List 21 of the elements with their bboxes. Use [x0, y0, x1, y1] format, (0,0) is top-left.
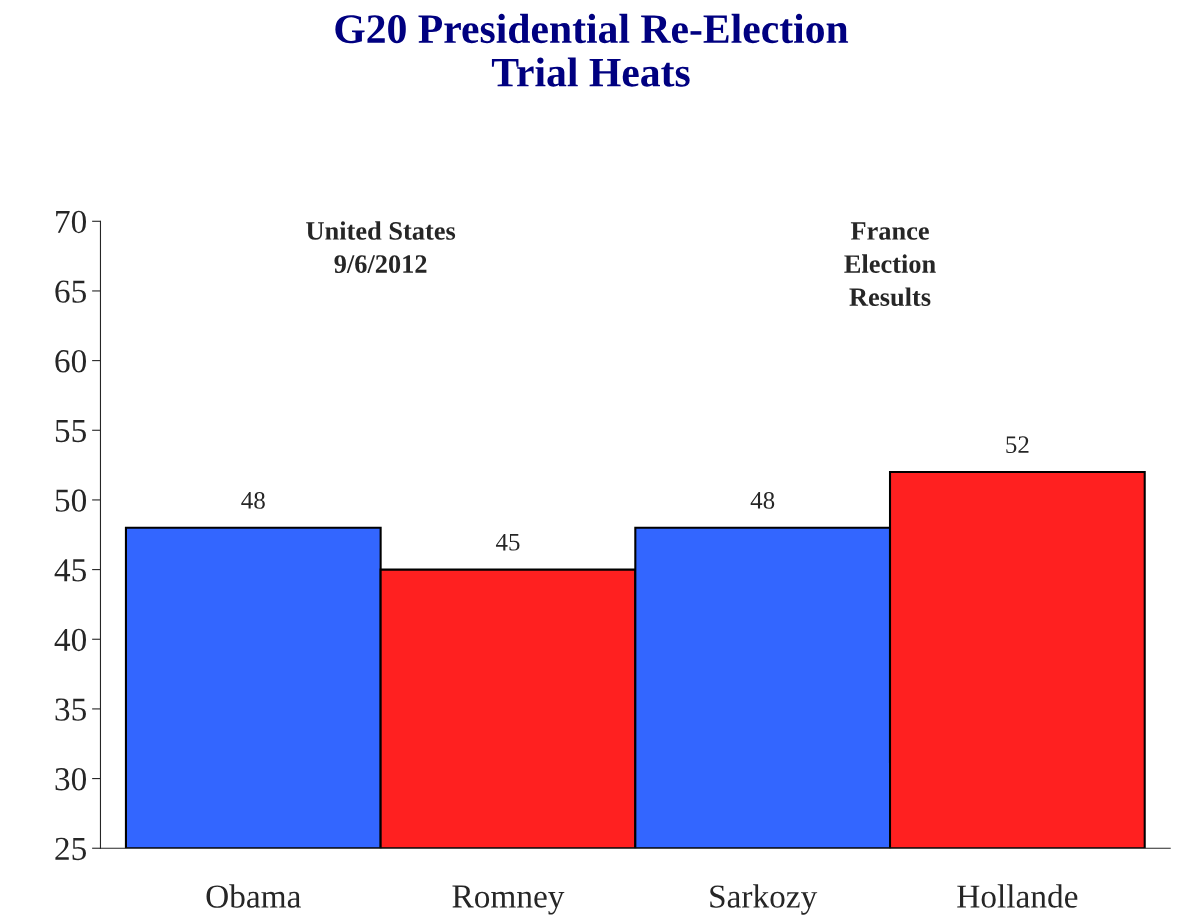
y-tick-label: 55 [55, 420, 86, 443]
data-label: 45 [495, 533, 520, 551]
y-tick-label: 50 [55, 489, 86, 512]
x-tick-label: Obama [206, 884, 301, 908]
y-tick-label: 45 [54, 559, 86, 582]
annotation: France Election Results [844, 222, 936, 307]
y-tick-label: 60 [55, 350, 86, 373]
x-tick-label: Sarkozy [710, 884, 818, 915]
annotation: United States 9/6/2012 [306, 221, 456, 273]
y-tick-label: 25 [55, 837, 86, 861]
x-tick-label: Romney [452, 885, 565, 915]
y-tick-label: 40 [54, 628, 86, 652]
y-tick-label: 65 [55, 280, 86, 303]
data-label: 48 [750, 491, 775, 509]
chart-title: G20 Presidential Re-Election Trial Heats [335, 13, 849, 87]
y-tick-label: 35 [55, 698, 86, 721]
y-tick-label: 30 [55, 767, 86, 791]
data-label: 48 [241, 491, 265, 509]
x-tick-label: Hollande [957, 884, 1078, 908]
data-label: 52 [1006, 436, 1029, 454]
y-tick-label: 70 [56, 210, 86, 234]
